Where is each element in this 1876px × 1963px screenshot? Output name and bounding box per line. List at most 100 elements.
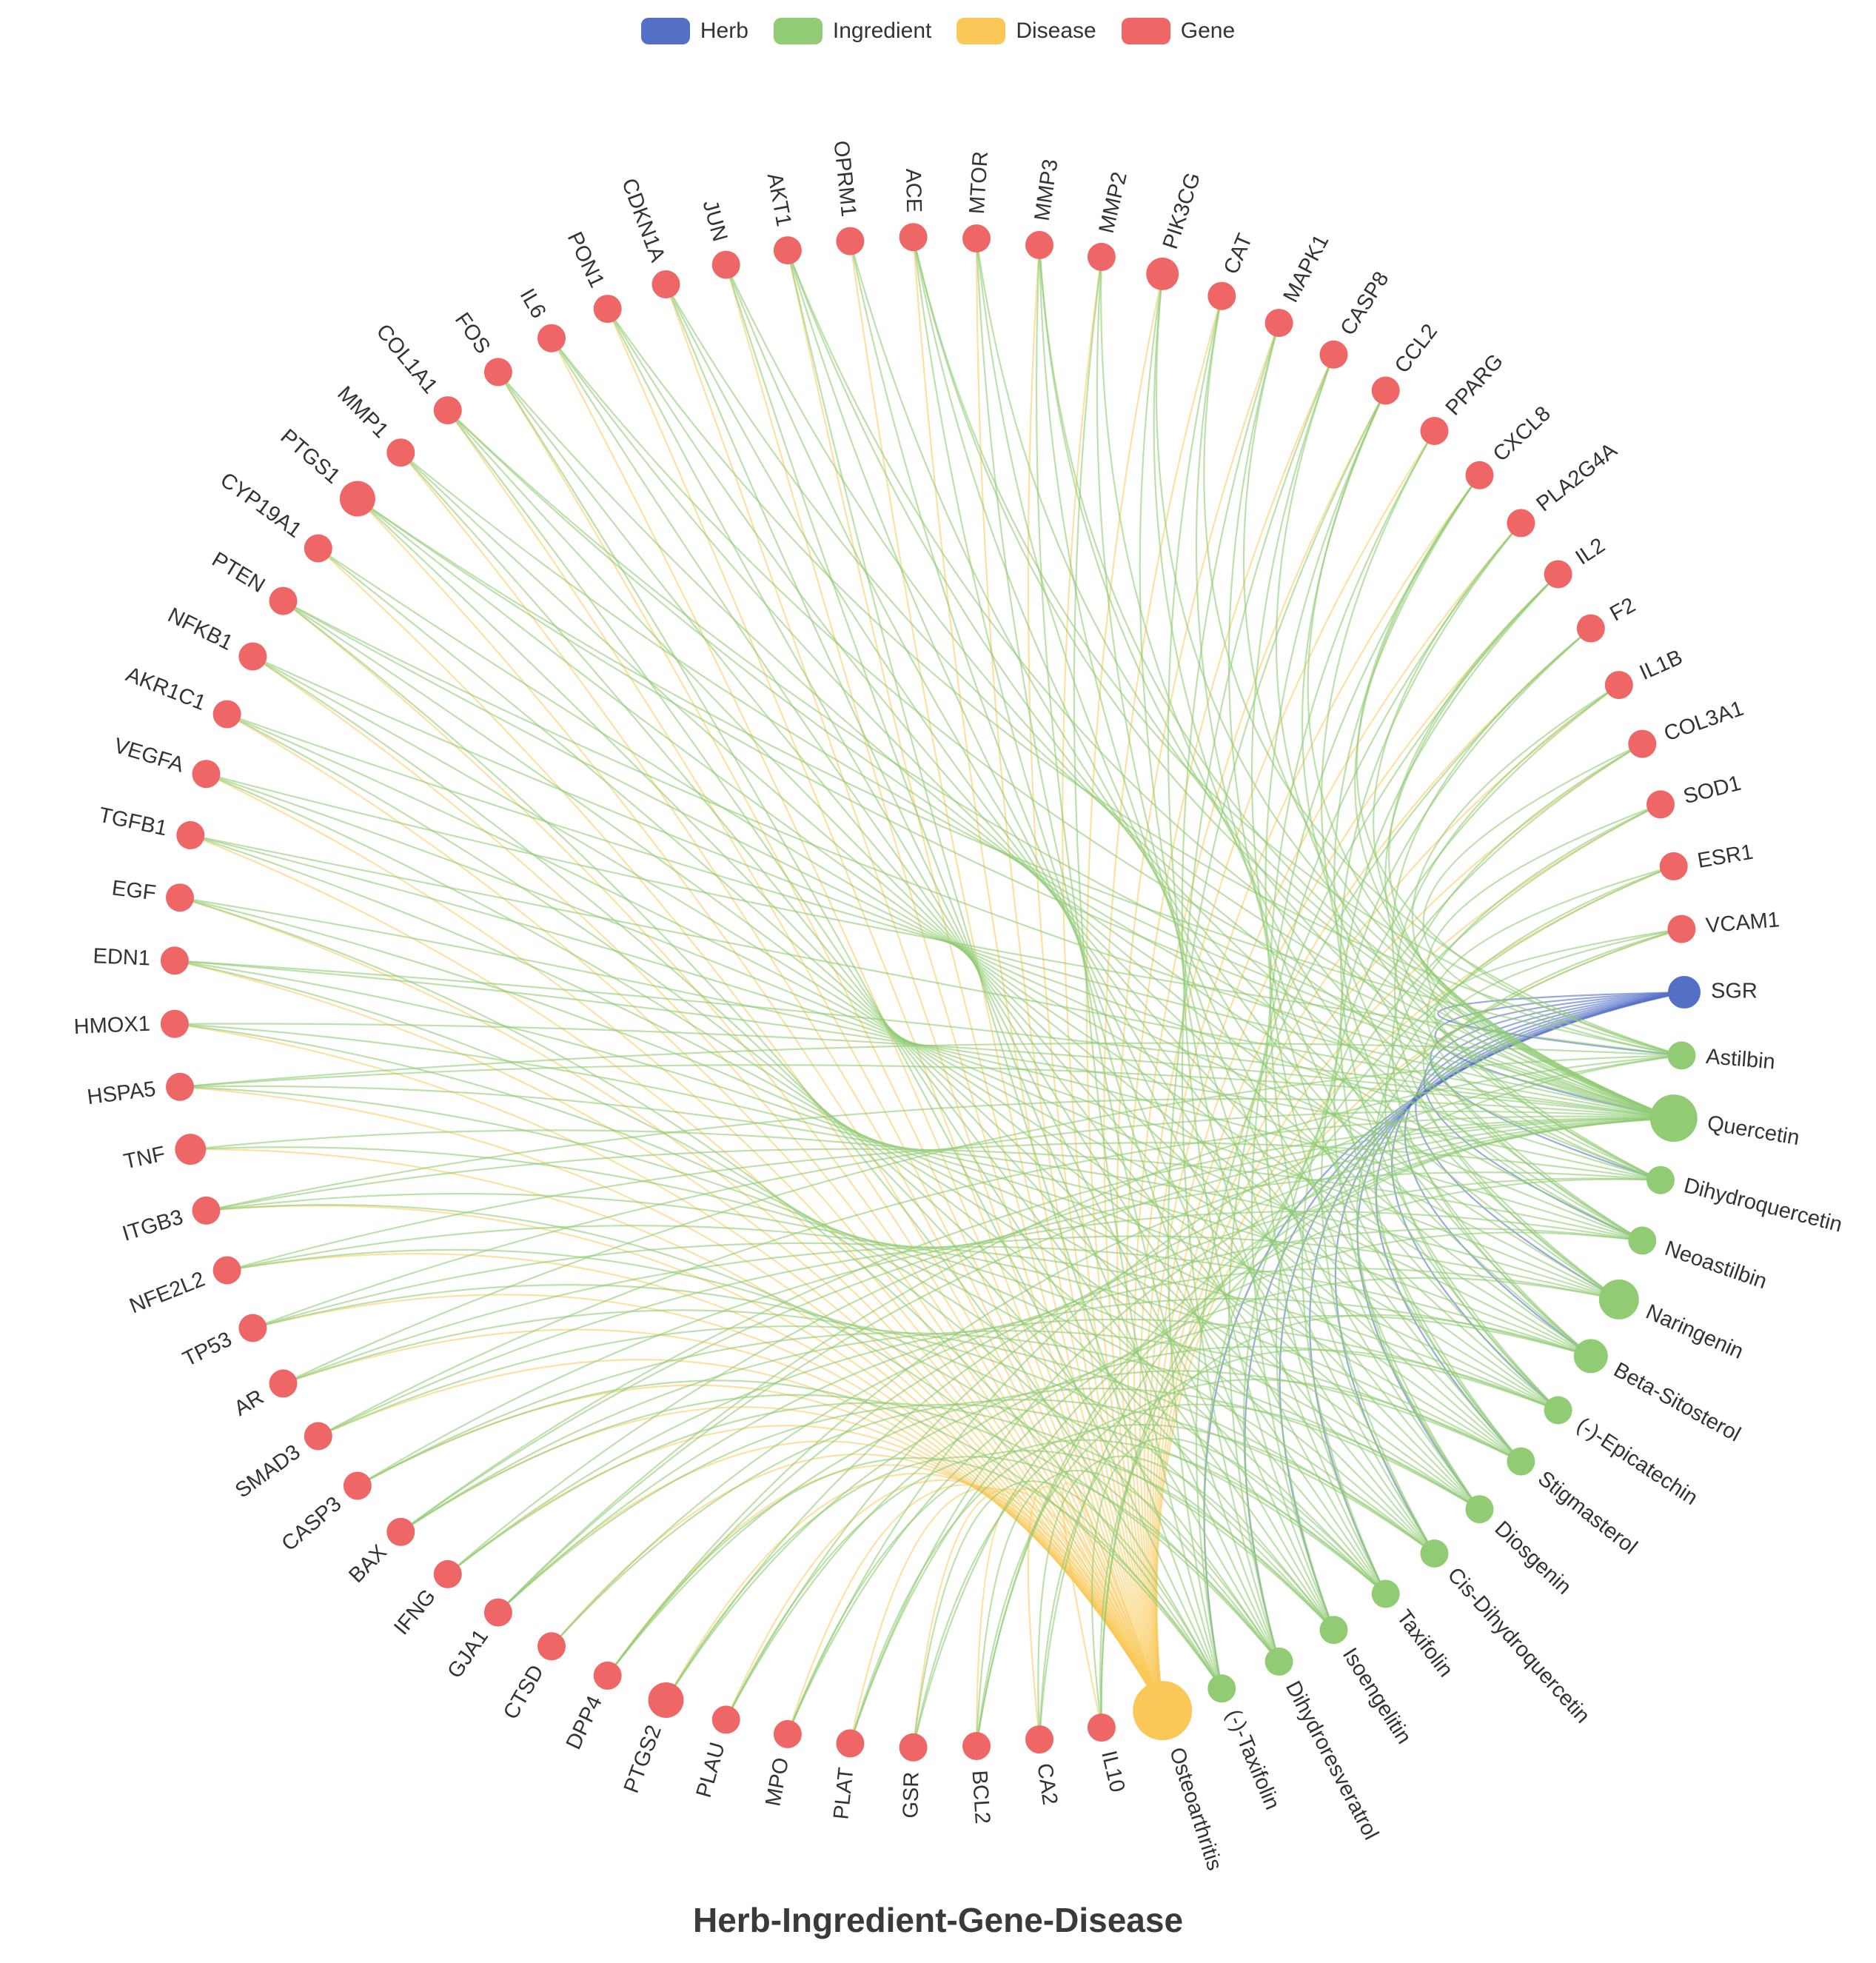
node-col3a1[interactable] xyxy=(1628,729,1657,758)
edge-ingredient-gene xyxy=(1181,354,1335,1662)
node-smad3[interactable] xyxy=(304,1422,332,1451)
node-pik3cg[interactable] xyxy=(1146,257,1179,290)
edge-ingredient-gene xyxy=(1139,273,1436,1554)
edge-ingredient-gene xyxy=(227,1225,1521,1462)
node-mpo[interactable] xyxy=(773,1719,802,1748)
edge-ingredient-gene xyxy=(1038,244,1675,1120)
node-isoengelitin[interactable] xyxy=(1319,1616,1348,1645)
edge-ingredient-gene xyxy=(1264,475,1481,1594)
node-ifng[interactable] xyxy=(433,1559,462,1588)
edge-ingredient-gene xyxy=(318,1115,1674,1437)
legend-item-disease[interactable]: Disease xyxy=(957,18,1096,44)
node-cxcl8[interactable] xyxy=(1465,461,1494,489)
node-col1a1[interactable] xyxy=(433,396,462,425)
node-dihydroresveratrol[interactable] xyxy=(1264,1647,1293,1676)
node-plau[interactable] xyxy=(711,1705,740,1734)
node-osteoarthritis[interactable] xyxy=(1133,1681,1193,1741)
node-tnf[interactable] xyxy=(175,1134,207,1166)
node-akt1[interactable] xyxy=(773,236,802,265)
node-oprm1[interactable] xyxy=(836,227,865,255)
node-nfe2l2[interactable] xyxy=(212,1256,241,1285)
node-ctsd[interactable] xyxy=(537,1632,566,1661)
edge-ingredient-gene xyxy=(282,600,1223,1689)
node-quercetin[interactable] xyxy=(1649,1094,1698,1143)
node-plat[interactable] xyxy=(836,1729,865,1758)
node-egf[interactable] xyxy=(166,883,194,912)
node-nfkb1[interactable] xyxy=(238,642,267,671)
node-ptgs2[interactable] xyxy=(648,1682,684,1718)
node-f2[interactable] xyxy=(1576,614,1605,643)
node-hmox1[interactable] xyxy=(160,1009,189,1038)
node-taxifolin[interactable] xyxy=(1207,1674,1236,1703)
label-dpp4: DPP4 xyxy=(562,1692,607,1753)
node-tgfb1[interactable] xyxy=(176,820,205,849)
node-stigmasterol[interactable] xyxy=(1507,1447,1535,1476)
edge-disease-gene xyxy=(1116,322,1280,1711)
node-dpp4[interactable] xyxy=(593,1661,622,1690)
edge-ingredient-gene xyxy=(174,960,1280,1662)
node-cis-dihydroquercetin[interactable] xyxy=(1420,1539,1449,1568)
node-mmp2[interactable] xyxy=(1087,242,1116,271)
node-pla2g4a[interactable] xyxy=(1507,509,1535,538)
node-ar[interactable] xyxy=(269,1369,298,1398)
node-cdkn1a[interactable] xyxy=(651,270,680,298)
node-bcl2[interactable] xyxy=(962,1732,991,1760)
edge-ingredient-gene xyxy=(318,1325,1436,1554)
node-sod1[interactable] xyxy=(1646,790,1675,819)
node-diosgenin[interactable] xyxy=(1465,1495,1494,1524)
node-astilbin[interactable] xyxy=(1667,1041,1696,1070)
node-gja1[interactable] xyxy=(483,1598,512,1627)
node-il10[interactable] xyxy=(1087,1713,1116,1742)
node-ptgs1[interactable] xyxy=(339,481,375,517)
node-mapk1[interactable] xyxy=(1264,309,1293,338)
node-taxifolin[interactable] xyxy=(1371,1579,1400,1608)
node-beta-sitosterol[interactable] xyxy=(1573,1339,1608,1374)
legend-item-ingredient[interactable]: Ingredient xyxy=(773,18,931,44)
node-sgr[interactable] xyxy=(1668,976,1701,1009)
edge-ingredient-gene xyxy=(1373,865,1675,1462)
node-naringenin[interactable] xyxy=(1598,1279,1639,1320)
node-casp8[interactable] xyxy=(1319,340,1348,369)
label-taxifolin: (-)-Taxifolin xyxy=(1222,1706,1284,1813)
node-il1b[interactable] xyxy=(1604,671,1633,700)
edge-ingredient-gene xyxy=(975,238,1675,1120)
label-neoastilbin: Neoastilbin xyxy=(1662,1237,1770,1294)
node-casp3[interactable] xyxy=(343,1471,372,1500)
edge-ingredient-gene xyxy=(1354,475,1675,1120)
node-mtor[interactable] xyxy=(962,224,991,253)
label-tp53: TP53 xyxy=(179,1328,235,1371)
node-vcam1[interactable] xyxy=(1667,914,1696,943)
label-ar: AR xyxy=(230,1385,268,1421)
legend-item-gene[interactable]: Gene xyxy=(1121,18,1235,44)
node-pten[interactable] xyxy=(269,586,298,615)
node-akr1c1[interactable] xyxy=(212,700,241,729)
node-ace[interactable] xyxy=(899,223,928,252)
node-mmp3[interactable] xyxy=(1025,230,1053,259)
node-ca2[interactable] xyxy=(1025,1725,1053,1754)
node-cyp19a1[interactable] xyxy=(304,534,332,563)
node-tp53[interactable] xyxy=(238,1314,267,1342)
label-ifng: IFNG xyxy=(389,1585,440,1639)
node-vegfa[interactable] xyxy=(192,760,221,789)
node-edn1[interactable] xyxy=(160,946,189,975)
node-esr1[interactable] xyxy=(1659,852,1688,880)
node-ccl2[interactable] xyxy=(1371,376,1400,405)
node-gsr[interactable] xyxy=(899,1733,928,1762)
node-cat[interactable] xyxy=(1207,281,1236,310)
node-dihydroquercetin[interactable] xyxy=(1646,1166,1675,1194)
node-hspa5[interactable] xyxy=(166,1072,194,1101)
edge-ingredient-gene xyxy=(1384,803,1661,1411)
node-neoastilbin[interactable] xyxy=(1628,1226,1657,1255)
node-itgb3[interactable] xyxy=(192,1196,221,1225)
node-fos[interactable] xyxy=(483,358,512,387)
label-hspa5: HSPA5 xyxy=(86,1077,157,1109)
node-epicatechin[interactable] xyxy=(1544,1396,1572,1425)
node-pon1[interactable] xyxy=(593,295,622,324)
node-il6[interactable] xyxy=(537,324,566,352)
node-jun[interactable] xyxy=(711,250,740,279)
node-pparg[interactable] xyxy=(1420,417,1449,445)
node-il2[interactable] xyxy=(1544,560,1572,589)
legend-item-herb[interactable]: Herb xyxy=(640,18,748,44)
node-bax[interactable] xyxy=(386,1517,415,1546)
node-mmp1[interactable] xyxy=(386,438,415,467)
